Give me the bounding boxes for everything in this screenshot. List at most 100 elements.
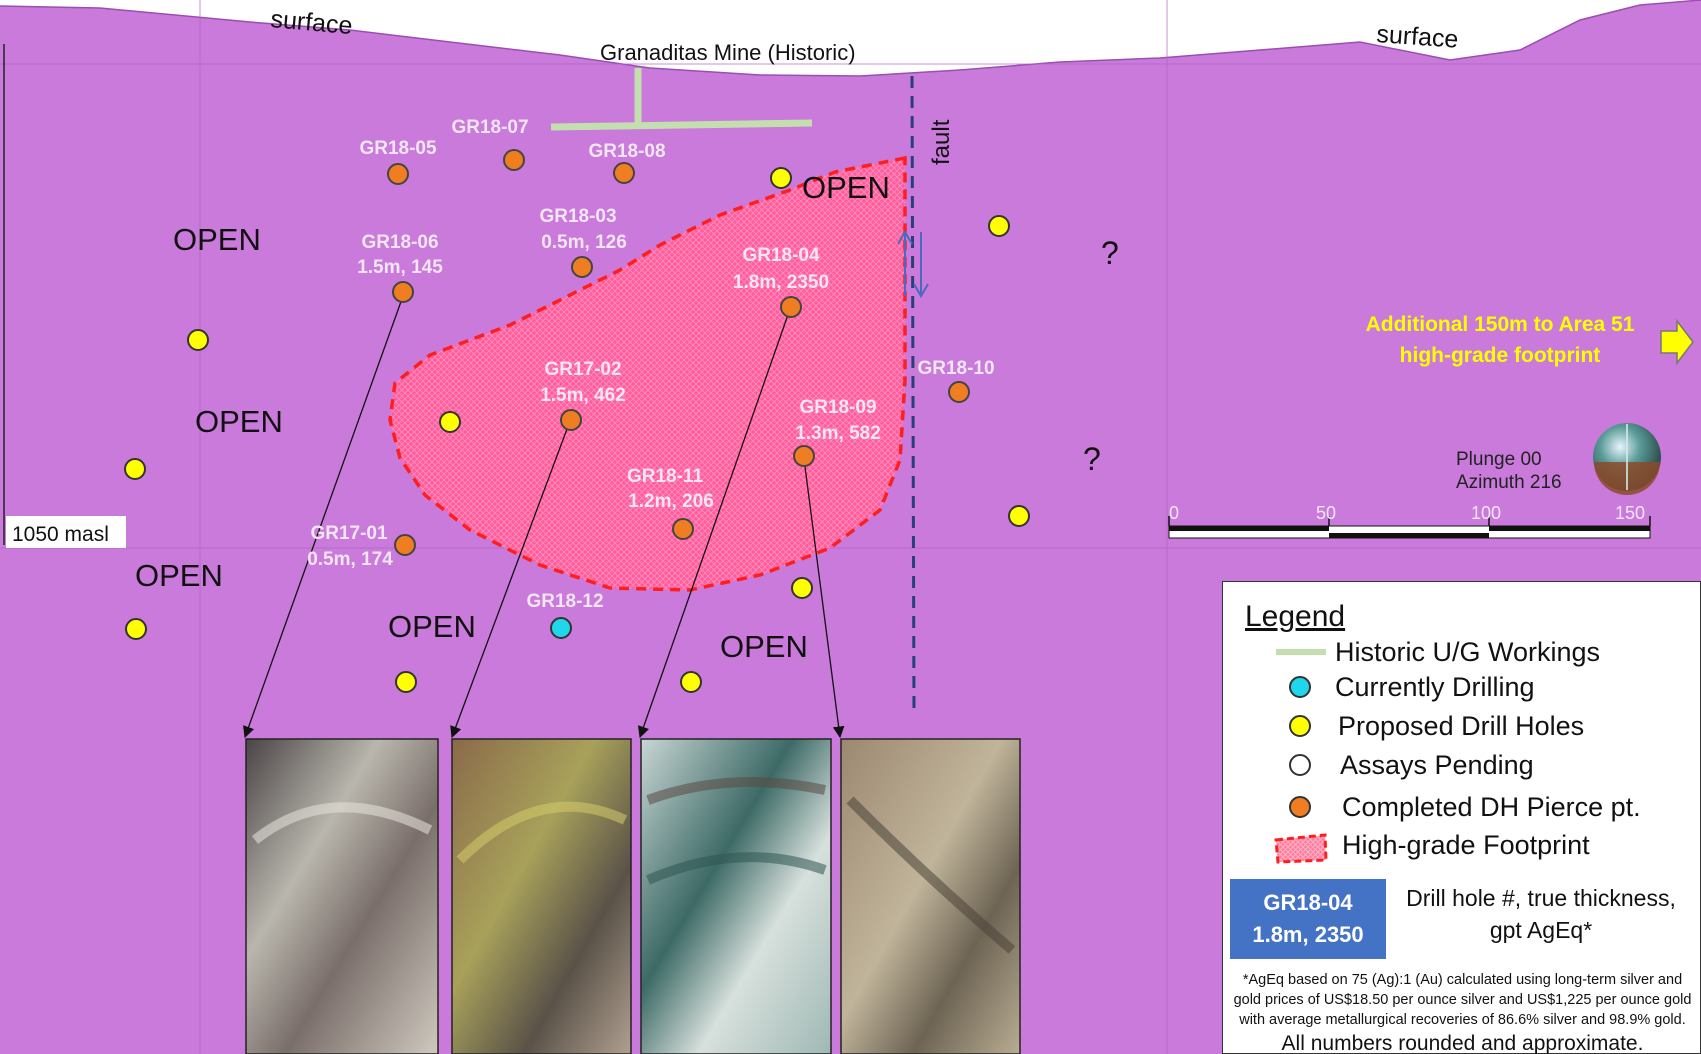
legend-label: Historic U/G Workings [1335, 637, 1601, 667]
legend-item-footprint: High-grade Footprint [1223, 830, 1693, 864]
key-example-box: GR18-04 1.8m, 2350 [1230, 879, 1386, 959]
footnote-line: gold prices of US$18.50 per ounce silver… [1233, 992, 1692, 1008]
hole-id: GR17-02 [544, 359, 621, 380]
arrow-right-icon [1660, 318, 1694, 366]
legend-label: Assays Pending [1340, 750, 1534, 780]
open-label: OPEN [173, 222, 261, 257]
legend-item-workings: Historic U/G Workings [1223, 637, 1693, 671]
proposed-drill-holes [124, 167, 1030, 693]
hole-id: GR18-07 [451, 117, 528, 138]
hole-id: GR18-04 [742, 245, 820, 266]
high-grade-footprint [388, 155, 907, 592]
completed-hole [387, 163, 409, 185]
key-description-line: gpt AgEq* [1489, 917, 1593, 943]
hole-id: GR18-08 [588, 141, 665, 162]
completed-hole [571, 256, 593, 278]
scale-ticks: 0 50 100 150 [1169, 503, 1645, 523]
scale-tick: 150 [1615, 503, 1645, 523]
legend-item-drilling: Currently Drilling [1223, 672, 1693, 706]
azimuth-label: Azimuth 216 [1456, 472, 1562, 493]
workings-line-icon [1276, 649, 1326, 655]
drill-hole-labels: GR18-05 GR18-07 GR18-08 GR18-03 0.5m, 12… [307, 117, 994, 612]
proposed-dot-icon [1289, 715, 1311, 737]
legend-title: Legend [1245, 600, 1346, 633]
completed-drill-holes [387, 149, 970, 556]
key-description: Drill hole #, true thickness, gpt AgEq* [1391, 882, 1691, 946]
completed-hole [780, 296, 802, 318]
pending-dot-icon [1289, 754, 1311, 776]
hole-id: GR18-05 [359, 138, 437, 159]
legend-label: High-grade Footprint [1342, 830, 1590, 860]
drilling-dot-icon [1289, 676, 1311, 698]
open-label: OPEN [720, 629, 808, 664]
legend-label: Completed DH Pierce pt. [1342, 792, 1641, 822]
open-label: OPEN [388, 609, 476, 644]
area51-note: Additional 150m to Area 51 high-grade fo… [1366, 313, 1635, 367]
key-description-line: Drill hole #, true thickness, [1406, 885, 1676, 911]
hole-result: 1.2m, 206 [628, 491, 714, 512]
hole-result: 1.5m, 145 [357, 257, 443, 278]
completed-hole [613, 162, 635, 184]
core-photo [245, 738, 439, 1054]
proposed-hole [770, 167, 792, 189]
scale-bar [1168, 516, 1651, 539]
hole-id: GR18-10 [917, 358, 994, 379]
hole-id: GR18-06 [361, 232, 438, 253]
footnote-line: *AgEq based on 75 (Ag):1 (Au) calculated… [1242, 972, 1683, 988]
completed-hole [392, 281, 414, 303]
question-mark: ? [1101, 235, 1119, 271]
footnote-line: with average metallurgical recoveries of… [1239, 1012, 1686, 1028]
hole-result: 0.5m, 174 [307, 549, 393, 570]
legend-label: Currently Drilling [1335, 672, 1535, 702]
proposed-hole [439, 411, 461, 433]
legend-panel: Legend Historic U/G Workings Currently D… [1222, 581, 1701, 1054]
completed-hole [560, 409, 582, 431]
core-photos [245, 738, 1021, 1054]
legend-item-completed: Completed DH Pierce pt. [1223, 792, 1693, 826]
proposed-hole [680, 671, 702, 693]
footprint-hatch-icon [1274, 833, 1328, 864]
scale-tick: 50 [1316, 503, 1336, 523]
proposed-hole [791, 577, 813, 599]
key-example-result: 1.8m, 2350 [1252, 922, 1364, 947]
completed-hole [672, 518, 694, 540]
surface-label-right: surface [1376, 20, 1460, 54]
hole-id: GR18-11 [627, 466, 703, 487]
fault-movement-arrows [897, 230, 929, 298]
proposed-hole [395, 671, 417, 693]
hole-result: 1.5m, 462 [540, 385, 626, 406]
mine-label: Granaditas Mine (Historic) [600, 40, 856, 65]
drilling-hole [550, 617, 572, 639]
hole-result: 1.3m, 582 [795, 423, 881, 444]
completed-hole [394, 534, 416, 556]
hole-id: GR18-03 [539, 206, 616, 227]
key-example-id: GR18-04 [1263, 890, 1353, 915]
completed-hole [948, 381, 970, 403]
open-label: OPEN [135, 558, 223, 593]
question-mark: ? [1083, 441, 1101, 477]
hole-id: GR18-12 [526, 591, 603, 612]
elevation-label: 1050 masl [12, 523, 109, 546]
area51-line: Additional 150m to Area 51 [1366, 313, 1635, 336]
proposed-hole [187, 329, 209, 351]
footnote: *AgEq based on 75 (Ag):1 (Au) calculated… [1223, 970, 1701, 1030]
core-photo-textures [251, 777, 1016, 954]
fault-label: fault [928, 119, 955, 165]
completed-hole [503, 149, 525, 171]
scale-tick: 100 [1471, 503, 1501, 523]
open-label: OPEN [802, 170, 890, 205]
legend-item-proposed: Proposed Drill Holes [1223, 711, 1693, 745]
completed-dot-icon [1289, 796, 1311, 818]
core-leader-arrows [243, 295, 845, 739]
proposed-hole [124, 458, 146, 480]
hole-result: 1.8m, 2350 [733, 272, 829, 293]
hole-id: GR18-09 [799, 397, 876, 418]
surface-line [0, 0, 1701, 77]
core-photo [451, 738, 632, 1054]
scale-tick: 0 [1169, 503, 1179, 523]
legend-label: Proposed Drill Holes [1338, 711, 1585, 741]
legend-item-pending: Assays Pending [1223, 750, 1693, 784]
